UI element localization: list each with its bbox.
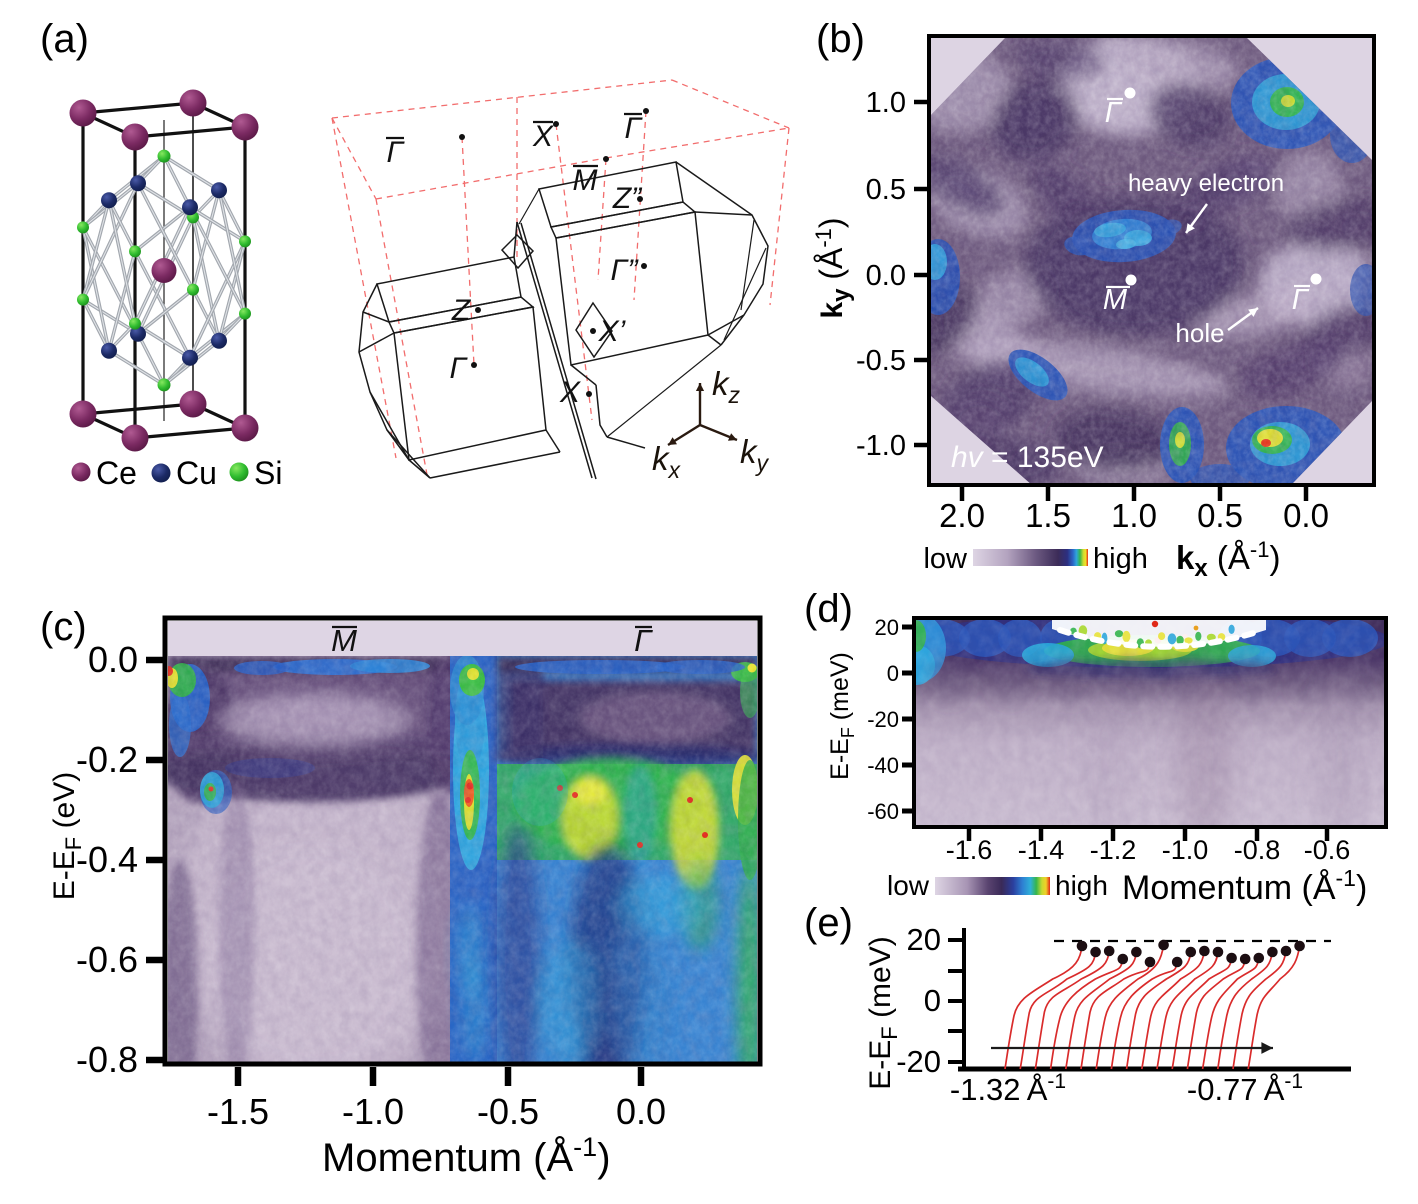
svg-text:(a): (a) [40,17,89,61]
svg-text:-0.5: -0.5 [856,345,906,377]
svg-text:0: 0 [924,983,941,1018]
svg-text:-0.4: -0.4 [76,839,138,880]
svg-text:-40: -40 [867,753,899,778]
svg-text:-1.4: -1.4 [1018,835,1065,865]
svg-text:-1.5: -1.5 [207,1091,269,1132]
svg-text:Γ: Γ [1105,97,1123,129]
svg-text:-20: -20 [896,1044,941,1079]
svg-text:Γ: Γ [624,112,643,145]
svg-text:0: 0 [887,661,899,686]
svg-text:ky (Å-1): ky (Å-1) [811,217,855,318]
svg-text:M: M [1103,284,1128,316]
svg-text:(b): (b) [816,17,865,61]
svg-text:1.5: 1.5 [1025,497,1071,534]
svg-text:0.0: 0.0 [866,260,906,292]
svg-text:E-EF (meV): E-EF (meV) [864,936,902,1089]
svg-text:Cu: Cu [176,455,217,491]
svg-text:kx (Å-1): kx (Å-1) [1176,537,1280,582]
svg-text:20: 20 [907,922,941,957]
svg-text:0.0: 0.0 [88,639,138,680]
svg-text:Γ: Γ [634,623,653,658]
svg-text:Γ: Γ [386,136,405,169]
svg-text:X: X [532,120,554,153]
svg-text:0.0: 0.0 [1283,497,1329,534]
svg-text:low: low [887,870,930,901]
svg-text:Z: Z [451,294,472,327]
svg-text:-0.8: -0.8 [76,1039,138,1080]
svg-text:-1.6: -1.6 [946,835,993,865]
svg-text:0.5: 0.5 [866,174,906,206]
svg-text:(c): (c) [40,605,87,649]
svg-text:-20: -20 [867,707,899,732]
svg-text:X’: X’ [598,315,627,348]
svg-text:-0.5: -0.5 [477,1091,539,1132]
svg-text:X: X [559,376,581,409]
svg-text:20: 20 [875,615,899,640]
svg-text:0.0: 0.0 [616,1091,666,1132]
svg-text:-1.0: -1.0 [1162,835,1209,865]
svg-text:Momentum (Å-1): Momentum (Å-1) [322,1132,611,1180]
svg-text:Γ: Γ [1292,284,1310,316]
svg-text:-0.6: -0.6 [1304,835,1351,865]
svg-text:-1.0: -1.0 [342,1091,404,1132]
svg-text:(e): (e) [804,901,853,945]
svg-text:-1.2: -1.2 [1090,835,1137,865]
svg-text:E-EF (meV): E-EF (meV) [826,652,858,780]
svg-text:-1.0: -1.0 [856,430,906,462]
svg-text:M: M [573,164,598,197]
svg-text:high: high [1093,543,1148,575]
svg-text:0.5: 0.5 [1197,497,1243,534]
svg-text:Γ”: Γ” [610,254,639,287]
svg-text:2.0: 2.0 [939,497,985,534]
svg-text:Si: Si [254,455,282,491]
svg-text:-0.6: -0.6 [76,939,138,980]
svg-text:low: low [923,543,968,575]
svg-text:heavy electron: heavy electron [1128,170,1284,197]
svg-text:(d): (d) [804,587,853,631]
svg-text:1.0: 1.0 [866,87,906,119]
svg-text:Momentum (Å-1): Momentum (Å-1) [1122,865,1367,907]
svg-text:Γ: Γ [449,352,468,385]
svg-text:Z”: Z” [612,182,643,215]
svg-text:1.0: 1.0 [1111,497,1157,534]
svg-text:E-EF (eV): E-EF (eV) [48,772,86,900]
svg-text:-60: -60 [867,799,899,824]
svg-text:hv = 135eV: hv = 135eV [951,441,1104,474]
svg-text:M: M [331,623,357,658]
svg-text:-1.32 Å-1: -1.32 Å-1 [950,1070,1066,1107]
svg-text:-0.77 Å-1: -0.77 Å-1 [1187,1070,1303,1107]
svg-text:Ce: Ce [96,455,137,491]
svg-text:-0.8: -0.8 [1234,835,1281,865]
svg-text:hole: hole [1175,318,1224,348]
svg-text:-0.2: -0.2 [76,739,138,780]
svg-text:high: high [1055,870,1108,901]
